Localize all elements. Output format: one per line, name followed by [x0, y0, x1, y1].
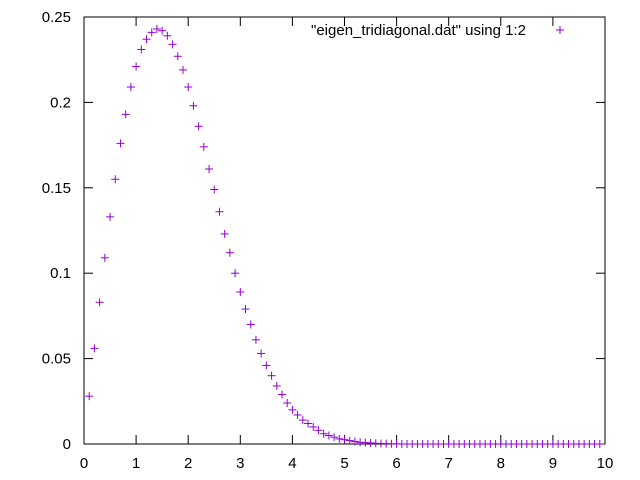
- data-point: [137, 45, 146, 54]
- data-point: [335, 434, 344, 443]
- y-tick-label: 0: [63, 436, 71, 453]
- data-point: [158, 26, 167, 35]
- data-point: [309, 422, 318, 431]
- y-tick-label: 0.15: [42, 180, 71, 197]
- data-point: [267, 371, 276, 380]
- data-point: [231, 269, 240, 278]
- legend: "eigen_tridiagonal.dat" using 1:2: [311, 22, 564, 39]
- x-tick-label: 5: [340, 455, 348, 472]
- data-point: [324, 431, 333, 440]
- data-point: [215, 207, 224, 216]
- data-point: [184, 83, 193, 92]
- x-tick-label: 8: [497, 455, 505, 472]
- data-point: [304, 419, 313, 428]
- y-tick-label: 0.05: [42, 351, 71, 368]
- data-point: [241, 305, 250, 314]
- data-point: [90, 344, 99, 353]
- data-point: [236, 287, 245, 296]
- data-point: [142, 35, 151, 44]
- data-point: [173, 52, 182, 61]
- data-point: [272, 381, 281, 390]
- axis-tick-labels: 0 1 2 3 4 5 6 7 8 9 10 0 0.05 0.1 0.15 0.2 0.25: [42, 9, 614, 472]
- data-point: [100, 253, 109, 262]
- x-tick-label: 0: [80, 455, 88, 472]
- data-point: [330, 433, 339, 442]
- data-point: [319, 429, 328, 438]
- data-point: [257, 349, 266, 358]
- data-point: [111, 175, 120, 184]
- data-point: [220, 229, 229, 238]
- y-tick-label: 0.2: [50, 94, 71, 111]
- data-point: [189, 101, 198, 110]
- data-point: [314, 426, 323, 435]
- data-point: [350, 437, 359, 446]
- data-points: [85, 24, 604, 448]
- data-point: [293, 410, 302, 419]
- x-tick-label: 1: [132, 455, 140, 472]
- y-tick-label: 0.1: [50, 265, 71, 282]
- legend-label: "eigen_tridiagonal.dat" using 1:2: [311, 22, 526, 39]
- data-point: [595, 440, 604, 448]
- data-point: [106, 212, 115, 221]
- data-point: [340, 435, 349, 444]
- legend-marker: [556, 26, 564, 34]
- data-point: [163, 31, 172, 40]
- data-point: [210, 185, 219, 194]
- data-point: [225, 248, 234, 257]
- x-tick-label: 3: [236, 455, 244, 472]
- data-point: [277, 390, 286, 399]
- data-point: [168, 40, 177, 49]
- data-point: [178, 65, 187, 74]
- data-point: [85, 392, 94, 401]
- data-point: [152, 24, 161, 33]
- data-point: [194, 122, 203, 131]
- axis-ticks: [83, 16, 606, 445]
- data-point: [116, 139, 125, 148]
- data-point: [345, 436, 354, 445]
- data-point: [262, 361, 271, 370]
- data-point: [283, 399, 292, 408]
- x-tick-label: 10: [597, 455, 614, 472]
- x-tick-label: 2: [184, 455, 192, 472]
- x-tick-label: 6: [392, 455, 400, 472]
- x-tick-label: 4: [288, 455, 296, 472]
- data-point: [126, 83, 135, 92]
- data-point: [288, 405, 297, 414]
- data-point: [199, 142, 208, 151]
- plot-frame: [83, 16, 606, 445]
- x-tick-label: 9: [549, 455, 557, 472]
- data-point: [298, 416, 307, 425]
- data-point: [95, 298, 104, 307]
- data-point: [121, 110, 130, 119]
- data-point: [251, 335, 260, 344]
- data-point: [132, 62, 141, 71]
- x-tick-label: 7: [445, 455, 453, 472]
- data-point: [147, 28, 156, 37]
- data-point: [246, 320, 255, 329]
- data-point: [205, 165, 214, 174]
- y-tick-label: 0.25: [42, 9, 71, 26]
